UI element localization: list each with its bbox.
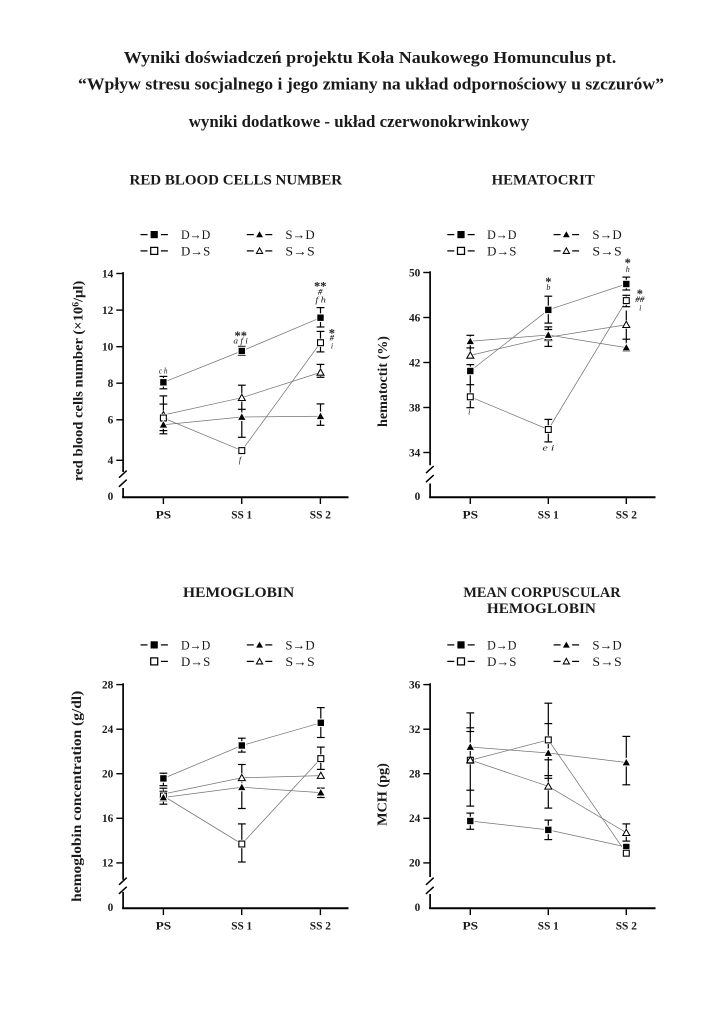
svg-text:24: 24 <box>102 724 114 736</box>
svg-text:46: 46 <box>409 312 421 324</box>
svg-text:c h: c h <box>159 366 168 375</box>
svg-text:i: i <box>639 303 641 312</box>
svg-text:D→S: D→S <box>487 654 516 669</box>
svg-text:36: 36 <box>409 679 421 691</box>
svg-text:S→S: S→S <box>592 654 621 669</box>
svg-text:HEMOGLOBIN: HEMOGLOBIN <box>183 585 294 601</box>
svg-text:MEAN CORPUSCULAR: MEAN CORPUSCULAR <box>463 585 620 601</box>
svg-text:42: 42 <box>409 357 421 369</box>
svg-text:a f i: a f i <box>233 337 247 346</box>
svg-text:#: # <box>317 287 323 297</box>
svg-text:0: 0 <box>415 902 421 914</box>
svg-text:24: 24 <box>409 813 421 825</box>
svg-text:**: ** <box>235 329 248 343</box>
svg-text:MCH (pg): MCH (pg) <box>375 763 390 826</box>
svg-text:10: 10 <box>102 342 114 354</box>
svg-text:“Wpływ stresu socjalnego i jeg: “Wpływ stresu socjalnego i jego zmiany n… <box>78 75 664 94</box>
svg-text:8: 8 <box>108 378 114 390</box>
svg-text:28: 28 <box>102 679 114 691</box>
svg-text:*: * <box>625 256 631 270</box>
svg-text:SS 2: SS 2 <box>310 919 331 933</box>
svg-text:*: * <box>637 287 643 301</box>
svg-text:hematoctit (%): hematoctit (%) <box>376 336 391 427</box>
svg-text:D→S: D→S <box>487 244 516 259</box>
svg-text:SS 1: SS 1 <box>538 919 559 933</box>
svg-text:D→D: D→D <box>487 227 516 242</box>
svg-text:S→D: S→D <box>592 227 621 242</box>
svg-text:20: 20 <box>102 769 114 781</box>
svg-text:D→S: D→S <box>181 654 210 669</box>
svg-text:f h: f h <box>315 296 325 305</box>
svg-text:S→D: S→D <box>285 227 314 242</box>
svg-text:e i: e i <box>542 443 554 452</box>
svg-text:red blood cells number (×106/μ: red blood cells number (×106/μl) <box>70 280 86 481</box>
svg-text:28: 28 <box>409 769 421 781</box>
svg-text:SS 1: SS 1 <box>231 919 252 933</box>
svg-text:0: 0 <box>415 491 421 503</box>
svg-text:HEMOGLOBIN: HEMOGLOBIN <box>487 601 596 617</box>
svg-text:SS 2: SS 2 <box>616 508 637 522</box>
svg-text:Wyniki doświadczeń projektu Ko: Wyniki doświadczeń projektu Koła Naukowe… <box>124 48 616 67</box>
svg-text:0: 0 <box>108 491 114 503</box>
svg-text:32: 32 <box>409 724 421 736</box>
svg-text:h: h <box>626 265 630 274</box>
svg-text:f: f <box>239 456 243 465</box>
svg-text:D→D: D→D <box>487 638 516 653</box>
svg-text:D→S: D→S <box>181 244 210 259</box>
svg-text:0: 0 <box>108 902 114 914</box>
svg-text:RED BLOOD CELLS NUMBER: RED BLOOD CELLS NUMBER <box>130 173 343 189</box>
svg-text:SS 1: SS 1 <box>231 508 252 522</box>
svg-text:*: * <box>329 326 335 340</box>
svg-text:20: 20 <box>409 858 421 870</box>
svg-text:34: 34 <box>409 447 421 459</box>
svg-text:i: i <box>331 341 333 350</box>
svg-text:6: 6 <box>108 415 114 427</box>
svg-text:S→S: S→S <box>285 244 314 259</box>
svg-text:12: 12 <box>102 305 114 317</box>
svg-text:14: 14 <box>102 268 114 280</box>
svg-text:PS: PS <box>156 508 172 522</box>
svg-text:PS: PS <box>463 508 479 522</box>
svg-text:PS: PS <box>463 919 479 933</box>
svg-text:wyniki dodatkowe - układ czerw: wyniki dodatkowe - układ czerwonokrwinko… <box>189 112 530 131</box>
svg-text:16: 16 <box>102 813 114 825</box>
svg-text:S→D: S→D <box>285 638 314 653</box>
svg-text:SS 2: SS 2 <box>310 508 331 522</box>
svg-text:50: 50 <box>409 267 421 279</box>
svg-text:##: ## <box>634 294 645 304</box>
svg-text:#: # <box>329 333 335 343</box>
svg-text:SS 1: SS 1 <box>538 508 559 522</box>
svg-text:i: i <box>468 408 470 417</box>
svg-text:hemoglobin concentration (g/dl: hemoglobin concentration (g/dl) <box>70 690 85 901</box>
svg-text:38: 38 <box>409 402 421 414</box>
svg-text:S→D: S→D <box>592 638 621 653</box>
svg-text:**: ** <box>314 280 327 294</box>
svg-text:S→S: S→S <box>285 654 314 669</box>
svg-text:b: b <box>546 283 550 292</box>
svg-text:HEMATOCRIT: HEMATOCRIT <box>492 173 595 189</box>
svg-text:4: 4 <box>108 455 114 467</box>
svg-text:PS: PS <box>156 919 172 933</box>
svg-text:SS 2: SS 2 <box>616 919 637 933</box>
svg-text:S→S: S→S <box>592 244 621 259</box>
svg-text:D→D: D→D <box>181 227 210 242</box>
svg-text:D→D: D→D <box>181 638 210 653</box>
svg-text:12: 12 <box>102 858 114 870</box>
svg-text:*: * <box>545 275 551 289</box>
